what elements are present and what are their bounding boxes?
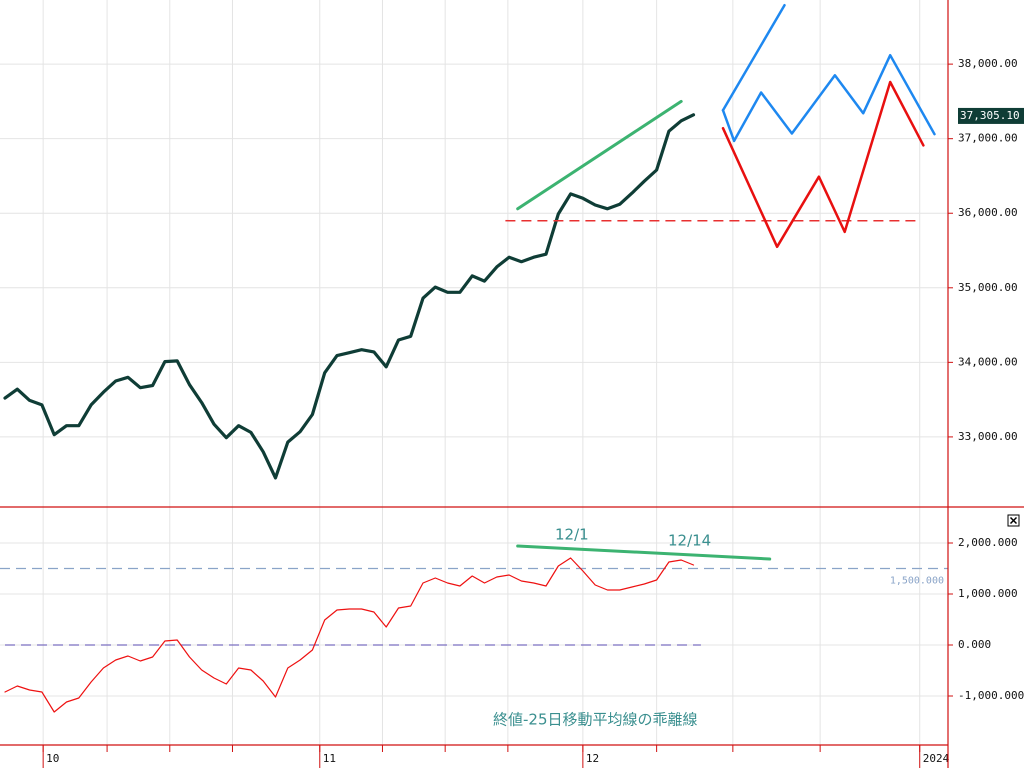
y-tick-label: 38,000.00	[958, 57, 1018, 70]
x-tick-label: 2024	[923, 752, 950, 765]
annotation: 終値-25日移動平均線の乖離線	[493, 711, 698, 729]
series-line	[4, 557, 695, 713]
x-tick-label: 10	[46, 752, 59, 765]
series-line	[721, 3, 786, 112]
annotation: 12/1	[555, 526, 589, 544]
x-tick-label: 12	[586, 752, 599, 765]
y-tick-label: 33,000.00	[958, 430, 1018, 443]
y-tick-label: 36,000.00	[958, 206, 1018, 219]
series-line	[3, 113, 696, 480]
y-tick-label: 37,000.00	[958, 132, 1018, 145]
line-label: 1,500.000	[890, 576, 944, 587]
price-box	[958, 107, 1024, 124]
y-tick-label: 2,000.000	[958, 536, 1018, 549]
y-tick-label: -1,000.000	[958, 689, 1024, 702]
series-line	[516, 99, 683, 211]
series-line	[516, 544, 772, 561]
marks: 37,305.10 1,500.000	[0, 3, 1024, 713]
series-line	[721, 80, 925, 249]
series-line	[721, 53, 936, 143]
y-tick-label: 0.000	[958, 638, 991, 651]
price-label: 37,305.10	[960, 109, 1020, 122]
y-tick-label: 35,000.00	[958, 281, 1018, 294]
x-tick-label: 11	[323, 752, 336, 765]
close-icon-x	[1009, 516, 1018, 525]
annotation: 12/14	[668, 532, 711, 550]
y-tick-label: 1,000.000	[958, 587, 1018, 600]
y-tick-label: 34,000.00	[958, 355, 1018, 368]
